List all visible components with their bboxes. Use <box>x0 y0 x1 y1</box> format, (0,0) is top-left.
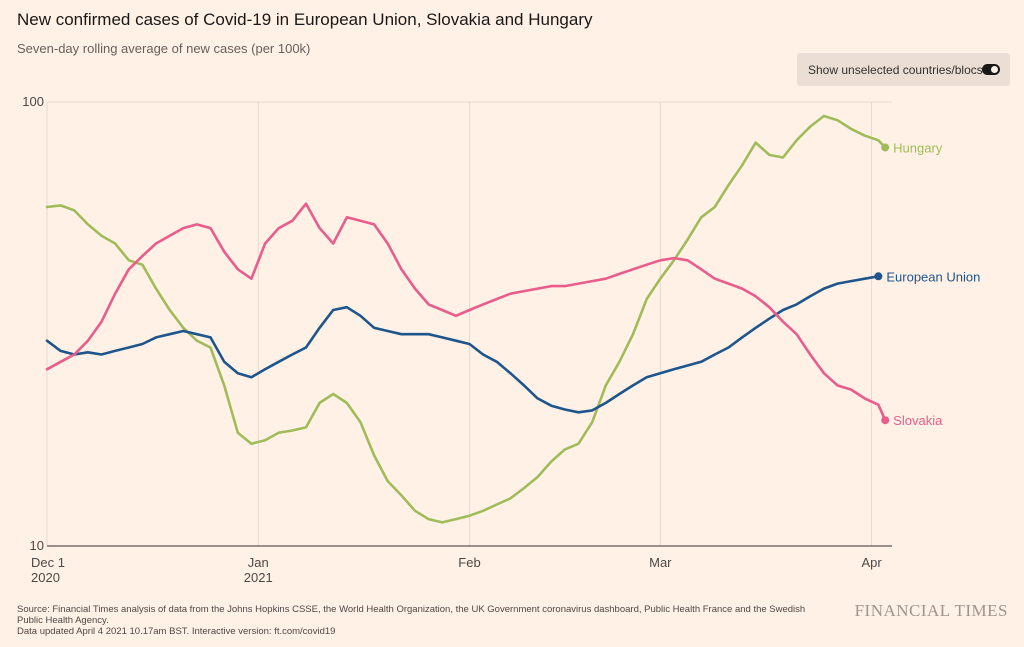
chart-subtitle: Seven-day rolling average of new cases (… <box>17 41 311 56</box>
x-tick-label: Apr <box>861 555 882 570</box>
series-end-marker <box>881 416 890 425</box>
chart-footer: Source: Financial Times analysis of data… <box>17 604 817 637</box>
x-tick-label: Feb <box>458 555 480 570</box>
update-note: Data updated April 4 2021 10.17am BST. I… <box>17 626 336 637</box>
series-label: European Union <box>886 269 980 284</box>
series-label: Slovakia <box>893 413 943 428</box>
axes: Dec 1 2020 Jan 2021 Feb Mar Apr 10 100 <box>22 94 882 585</box>
chart-plot: Dec 1 2020 Jan 2021 Feb Mar Apr 10 100 Hungary Eu… <box>22 94 980 585</box>
toggle-label: Show unselected countries/blocs <box>808 62 983 77</box>
x-tick-label: Dec 1 2020 <box>31 555 65 585</box>
series-end-marker <box>874 272 883 281</box>
series-line-hungary <box>45 114 887 524</box>
x-tick-label: Jan 2021 <box>244 555 273 585</box>
series-end-marker <box>881 143 890 152</box>
series-line-slovakia <box>45 202 887 422</box>
source-note: Source: Financial Times analysis of data… <box>17 604 806 626</box>
series-labels: Hungary European Union Slovakia <box>874 140 980 428</box>
toggle-switch-icon[interactable] <box>982 64 1000 75</box>
series-line-european-union <box>45 275 880 414</box>
toggle-knob <box>991 66 998 73</box>
y-tick-label: 10 <box>30 538 44 553</box>
show-unselected-toggle[interactable]: Show unselected countries/blocs <box>797 53 1010 86</box>
financial-times-logo: FINANCIAL TIMES <box>854 601 1008 620</box>
y-tick-label: 100 <box>22 94 44 109</box>
grid-lines <box>46 101 892 547</box>
series-lines <box>45 114 887 524</box>
x-tick-label: Mar <box>649 555 672 570</box>
chart-title: New confirmed cases of Covid-19 in Europ… <box>17 10 593 29</box>
series-label: Hungary <box>893 140 943 155</box>
